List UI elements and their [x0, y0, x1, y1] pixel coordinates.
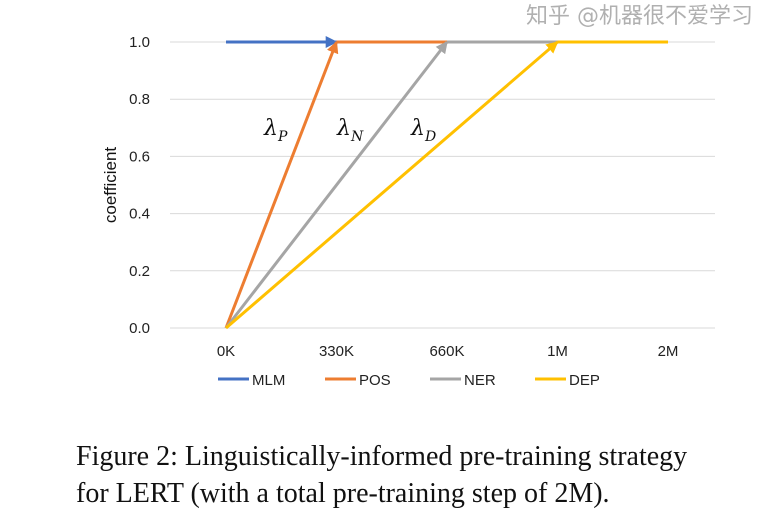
caption-line-1: Figure 2: Linguistically-informed pre-tr…	[76, 441, 688, 472]
legend-item-dep: DEP	[535, 372, 600, 389]
caption-line-2: for LERT (with a total pre-training step…	[76, 478, 610, 509]
lambda-p-label: λP	[263, 116, 288, 145]
y-tick-labels: 0.0 0.2 0.4 0.6 0.8 1.0	[129, 34, 150, 337]
legend-label: NER	[464, 372, 496, 389]
x-tick-label: 0K	[217, 343, 235, 360]
x-tick-label: 660K	[429, 343, 464, 360]
y-tick-label: 0.2	[129, 263, 150, 280]
y-tick-label: 0.4	[129, 206, 150, 223]
series-ner-ramp	[224, 41, 449, 329]
legend-item-ner: NER	[430, 372, 496, 389]
y-tick-label: 0.0	[129, 320, 150, 337]
legend: MLM POS NER DEP	[218, 372, 600, 389]
y-tick-label: 0.8	[129, 91, 150, 108]
x-tick-labels: 0K 330K 660K 1M 2M	[217, 343, 679, 360]
legend-label: MLM	[252, 372, 285, 389]
watermark: 知乎 @机器很不爱学习	[526, 4, 753, 29]
legend-label: POS	[359, 372, 391, 389]
y-tick-label: 0.6	[129, 148, 150, 165]
y-axis-label: coefficient	[101, 147, 120, 224]
legend-item-pos: POS	[325, 372, 391, 389]
legend-label: DEP	[569, 372, 600, 389]
annotations: λP λN λD	[263, 116, 436, 145]
x-tick-label: 2M	[658, 343, 679, 360]
figure-caption: Figure 2: Linguistically-informed pre-tr…	[76, 438, 761, 512]
series-lines	[224, 36, 668, 330]
x-tick-label: 330K	[319, 343, 354, 360]
series-dep-ramp	[225, 40, 559, 330]
series-pos-ramp	[224, 40, 339, 329]
lambda-d-label: λD	[410, 116, 436, 145]
gridlines	[170, 41, 715, 329]
y-tick-label: 1.0	[129, 34, 150, 51]
legend-item-mlm: MLM	[218, 372, 285, 389]
lambda-n-label: λN	[336, 116, 364, 145]
x-tick-label: 1M	[547, 343, 568, 360]
